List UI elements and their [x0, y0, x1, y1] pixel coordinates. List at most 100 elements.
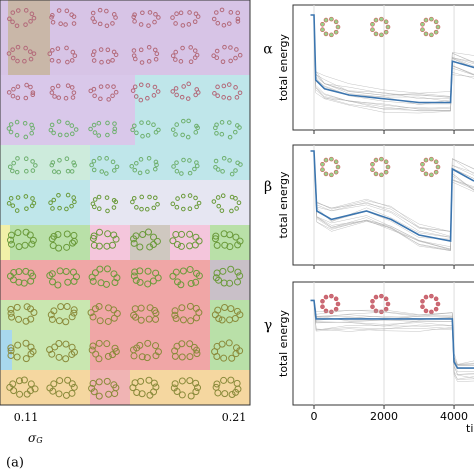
inset-dot — [379, 156, 384, 162]
thumb-dot — [186, 340, 194, 348]
thumb-dot — [92, 197, 98, 202]
thumbnail — [7, 156, 38, 175]
thumb-dot — [137, 170, 143, 176]
thumbnail — [90, 194, 119, 214]
thumb-dot — [15, 315, 23, 323]
thumb-dot — [234, 278, 242, 286]
inset-dot — [333, 296, 339, 302]
thumb-dot — [56, 169, 62, 175]
thumb-dot — [144, 228, 152, 236]
thumb-dot — [49, 278, 57, 286]
thumbnail — [130, 304, 160, 324]
thumb-dot — [220, 354, 228, 362]
thumb-dot — [92, 350, 100, 358]
x-axis-label: σG — [28, 431, 43, 446]
inset-dot — [320, 27, 325, 33]
thumb-dot — [211, 235, 219, 243]
panel-label: β — [264, 179, 272, 195]
thumb-dot — [64, 156, 70, 162]
thumb-dot — [103, 377, 111, 385]
thumb-dot — [214, 122, 219, 128]
inset-dot — [385, 301, 391, 307]
thumbnail — [88, 84, 119, 102]
inset-dot — [370, 298, 375, 304]
thumbnail — [88, 339, 120, 363]
thumb-dot — [146, 23, 151, 28]
thumbnail — [170, 118, 200, 140]
thumb-dot — [139, 206, 144, 212]
thumb-dot — [7, 351, 15, 359]
thumb-dot — [234, 241, 242, 249]
thumb-dot — [51, 343, 59, 351]
thumb-dot — [151, 93, 157, 98]
thumb-dot — [235, 16, 241, 22]
thumb-dot — [51, 130, 56, 136]
thumb-dot — [144, 339, 152, 347]
thumb-dot — [95, 339, 103, 347]
thumb-dot — [69, 123, 75, 128]
thumb-dot — [219, 131, 225, 137]
thumb-dot — [194, 204, 199, 210]
thumb-dot — [15, 268, 23, 276]
thumbnail — [90, 47, 119, 65]
thumb-dot — [173, 132, 178, 137]
thumb-dot — [186, 353, 194, 361]
thumb-dot — [212, 274, 220, 282]
thumb-dot — [110, 314, 118, 322]
thumbnail — [130, 194, 160, 212]
thumb-dot — [27, 380, 35, 388]
inset-dot — [420, 21, 425, 27]
inset-dot — [429, 172, 434, 178]
thumbnail — [7, 8, 37, 29]
thumb-dot — [15, 95, 21, 101]
thumb-dot — [112, 129, 117, 135]
thumbnail — [46, 376, 78, 399]
thumb-dot — [27, 269, 35, 277]
thumbnail — [130, 120, 161, 139]
thumb-dot — [55, 353, 63, 361]
thumb-dot — [95, 392, 103, 400]
thumb-dot — [8, 129, 14, 135]
thumb-dot — [213, 158, 219, 164]
thumb-dot — [137, 316, 145, 324]
frame — [0, 0, 251, 406]
thumb-dot — [30, 90, 36, 95]
thumb-dot — [97, 156, 102, 161]
thumb-dot — [193, 314, 201, 322]
thumbnail — [89, 228, 120, 250]
thumb-dot — [96, 206, 102, 212]
thumb-dot — [71, 90, 77, 95]
thumbnail — [88, 377, 120, 400]
thumb-dot — [227, 305, 235, 313]
inset-dot — [423, 31, 429, 37]
thumb-dot — [178, 391, 186, 399]
thumb-dot — [11, 160, 16, 166]
thumb-dot — [111, 344, 119, 352]
inset-dot — [323, 157, 329, 163]
thumb-dot — [56, 119, 62, 124]
thumb-dot — [186, 266, 194, 274]
thumb-dot — [49, 242, 57, 250]
thumb-dot — [55, 390, 63, 398]
thumb-dot — [146, 155, 152, 161]
thumb-dot — [139, 60, 145, 65]
thumb-dot — [138, 97, 144, 103]
thumb-dot — [104, 156, 109, 161]
x-tick-label: 0.11 — [14, 411, 39, 424]
thumb-dot — [139, 230, 147, 238]
thumb-dot — [69, 239, 77, 247]
thumb-dot — [24, 206, 29, 211]
thumb-dot — [213, 164, 218, 170]
thumb-dot — [96, 317, 104, 325]
thumbnail — [47, 303, 78, 326]
thumb-dot — [89, 379, 97, 387]
thumb-dot — [187, 170, 193, 176]
thumb-dot — [138, 47, 144, 53]
thumb-dot — [186, 230, 194, 238]
inset-dot — [420, 161, 425, 167]
thumb-dot — [27, 277, 35, 285]
thumbnail — [46, 339, 78, 363]
thumb-dot — [229, 208, 234, 214]
thumb-dot — [15, 84, 21, 89]
thumb-dot — [49, 90, 55, 95]
